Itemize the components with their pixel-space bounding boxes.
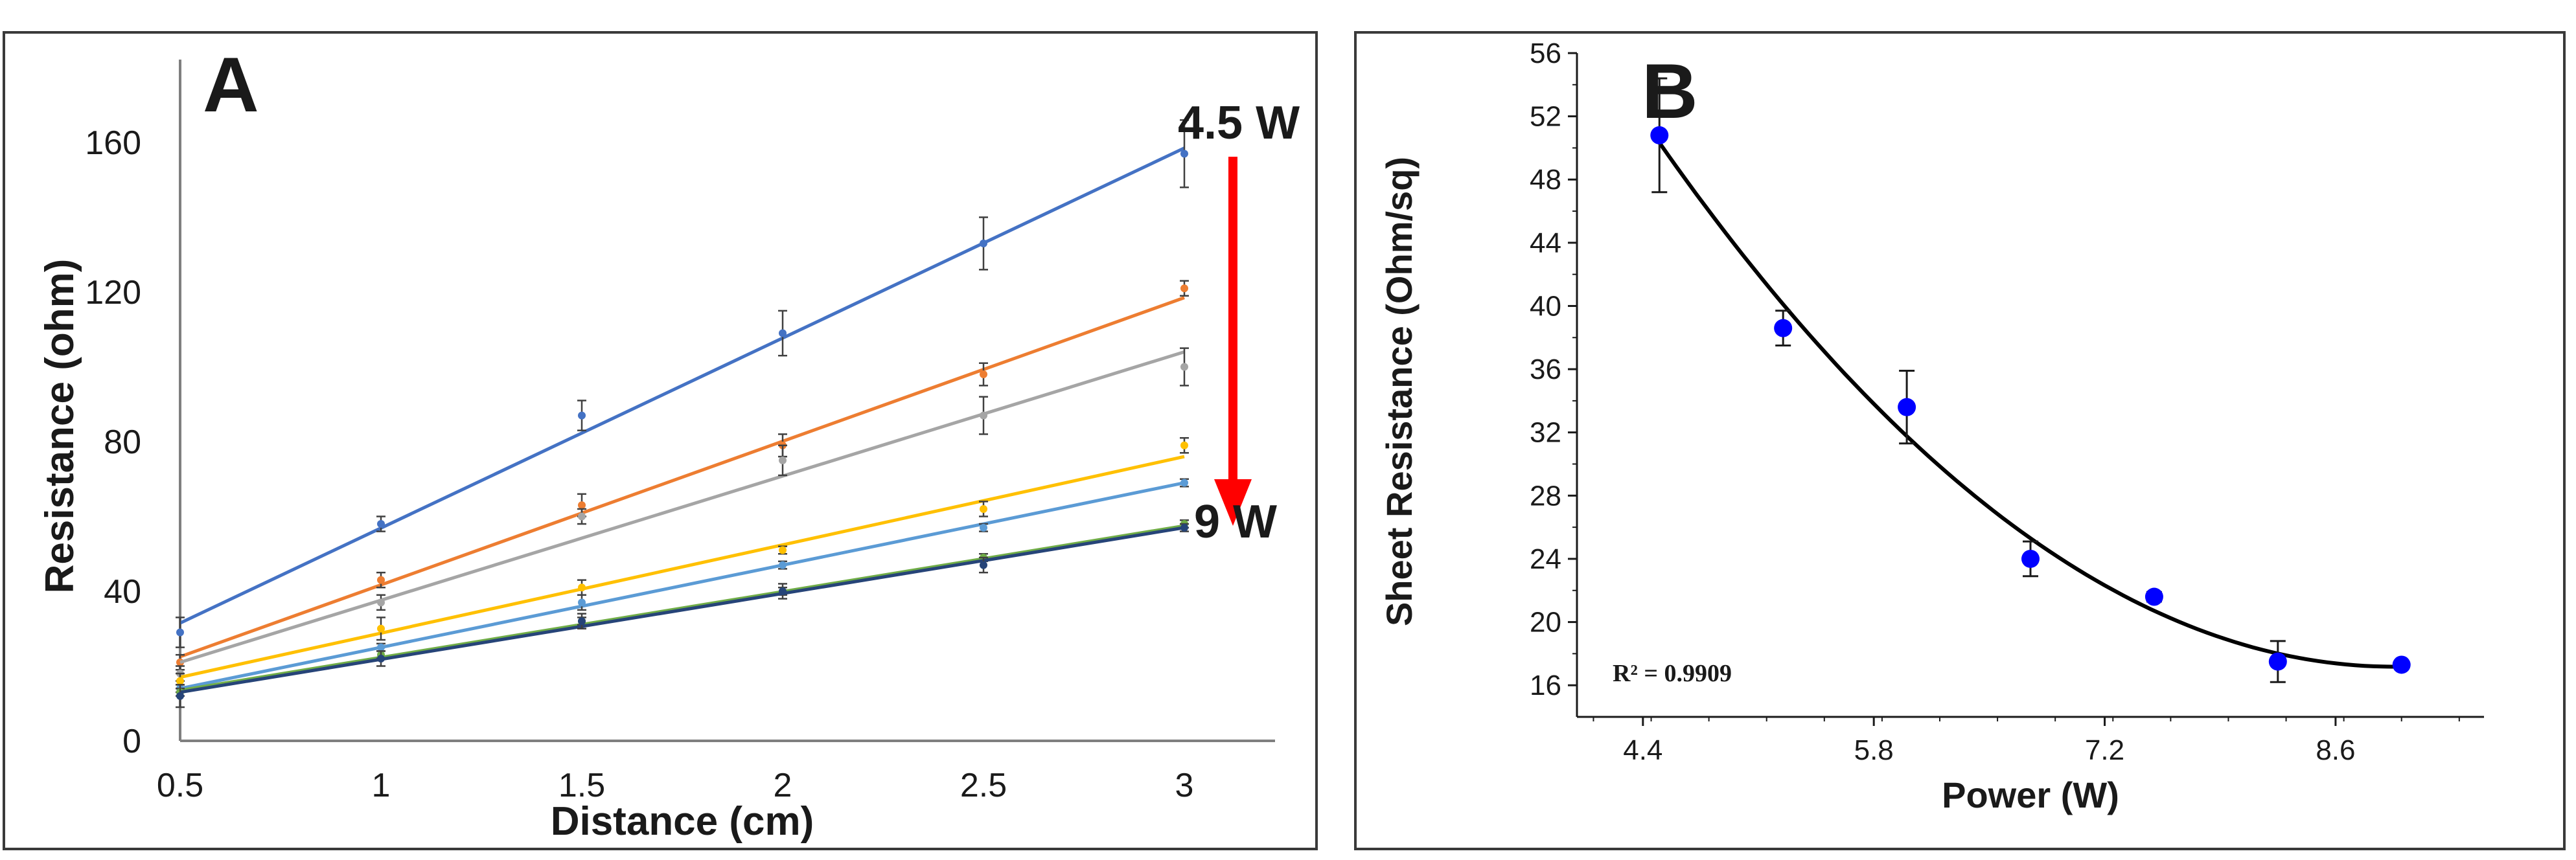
data-point [1774,319,1793,337]
panel-a: 0.5 1 1.5 2 2.5 3 0 40 80 120 160 Distance (cm) Resi… [3,31,1318,850]
data-point [2392,655,2411,674]
trend-line [179,146,1186,625]
trend-line [179,455,1185,679]
y-tick-label: 20 [1530,607,1561,639]
data-point [1180,284,1188,293]
data-point [980,504,987,513]
panel-b: 16 20 24 28 32 36 40 44 48 52 56 4.4 5.8 7.2 8.6 Power … [1354,31,2566,850]
panel-label-b: B [1642,48,1698,135]
x-axis-title: Distance (cm) [551,799,814,844]
data-point [578,617,586,626]
x-tick-label: 7.2 [2085,734,2124,766]
panel-label-a: A [203,41,259,128]
y-tick-label: 32 [1530,417,1561,449]
x-tick-label: 2 [774,767,792,804]
series-4 [176,436,1189,690]
data-point [377,643,385,651]
data-point [779,587,787,595]
power-label-top: 4.5 W [1178,97,1300,149]
x-tick-label: 4.4 [1623,734,1662,766]
series-2 [176,280,1189,671]
y-tick-label: 120 [85,274,141,311]
data-point [377,598,385,607]
data-point [1180,479,1188,487]
data-point [779,329,787,337]
data-point [980,239,987,247]
x-tick-label: 0.5 [157,767,203,804]
data-point [980,523,987,532]
data-point [980,370,987,379]
y-axis-title: Sheet Resistance (Ohm/sq) [1379,157,1420,626]
x-tick-label: 8.6 [2316,734,2355,766]
y-tick-label: 40 [1530,290,1561,322]
data-point [2021,549,2040,568]
data-point [1650,126,1669,144]
chart-a: 0.5 1 1.5 2 2.5 3 0 40 80 120 160 Distance (cm) Resi… [38,41,1300,844]
y-tick-label: 56 [1530,38,1561,69]
trend-line [179,350,1185,664]
x-tick-label: 1.5 [558,767,605,804]
trend-line [179,296,1185,659]
data-point [176,628,184,637]
y-tick-label: 80 [104,424,141,461]
y-tick-label: 48 [1530,164,1561,196]
chart-b: 16 20 24 28 32 36 40 44 48 52 56 4.4 5.8 7.2 8.6 Power … [1379,38,2484,815]
fit-curve [1657,141,2402,669]
red-arrow-head [1214,479,1252,526]
data-point [578,501,586,510]
data-point [377,624,385,633]
data-point [1180,441,1188,449]
x-tick-label: 5.8 [1854,734,1894,766]
power-label-bottom: 9 W [1194,496,1277,548]
trend-line [179,526,1185,694]
y-tick-label: 40 [104,573,141,611]
data-point [980,411,987,420]
y-tick-label: 0 [122,723,141,760]
y-tick-label: 16 [1530,670,1561,701]
data-point [377,576,385,584]
y-tick-label: 160 [85,124,141,162]
data-point [578,512,586,521]
data-point [176,692,184,700]
y-tick-label: 28 [1530,480,1561,512]
red-arrow-shaft [1228,157,1237,481]
y-tick-label: 52 [1530,101,1561,133]
data-point [1898,398,1916,416]
data-point [980,561,987,569]
data-point [1180,523,1188,532]
data-point [779,561,787,569]
data-point [2145,587,2163,606]
data-point [377,520,385,528]
series-5 [176,478,1189,694]
data-point [779,546,787,554]
y-tick-label: 24 [1530,543,1561,575]
series-1 [176,119,1189,648]
y-tick-label: 36 [1530,354,1561,385]
data-point [377,654,385,662]
x-tick-label: 2.5 [960,767,1007,804]
x-tick-label: 3 [1175,767,1194,804]
data-point [1180,150,1188,158]
x-axis-title: Power (W) [1942,775,2119,815]
data-point [578,411,586,420]
trend-line [179,524,1185,692]
r-squared-label: R² = 0.9909 [1613,660,1732,687]
data-point [1180,363,1188,371]
y-tick-label: 44 [1530,227,1561,259]
series-7 [176,523,1189,708]
data-point [578,583,586,592]
data-point [779,456,787,464]
trend-line [179,481,1185,690]
y-axis-title: Resistance (ohm) [38,259,82,594]
data-point [578,598,586,607]
data-point [176,677,184,685]
data-point [2268,652,2287,671]
x-tick-label: 1 [372,767,391,804]
